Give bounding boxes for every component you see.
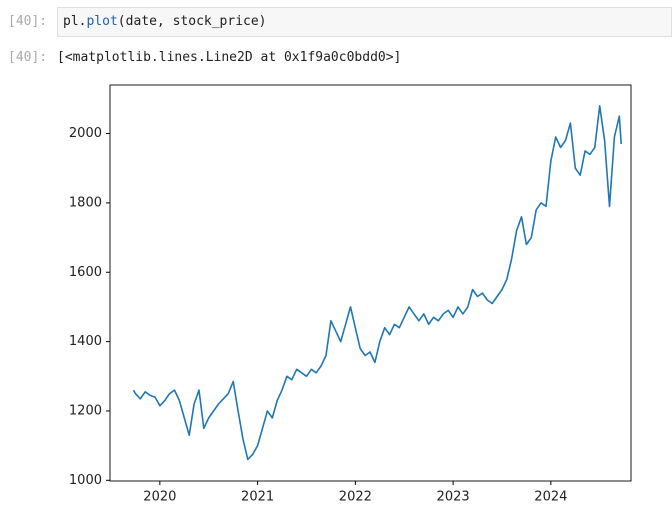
output-text: [<matplotlib.lines.Line2D at 0x1f9a0c0bd… xyxy=(57,50,402,65)
x-tick-label: 2022 xyxy=(339,490,372,505)
x-tick-label: 2021 xyxy=(241,490,274,505)
y-tick-label: 1000 xyxy=(69,473,102,488)
y-tick-label: 1600 xyxy=(69,265,102,280)
y-tick-label: 1200 xyxy=(69,403,102,418)
output-prompt: [40]: xyxy=(8,50,48,65)
code-token: pl. xyxy=(63,14,87,29)
code-token: plot xyxy=(86,14,118,29)
input-prompt: [40]: xyxy=(8,14,48,29)
x-tick-label: 2020 xyxy=(143,490,176,505)
x-tick-label: 2023 xyxy=(437,490,470,505)
code-token: (date, stock_price) xyxy=(117,14,267,29)
price-line xyxy=(132,105,622,461)
y-tick-label: 1400 xyxy=(69,334,102,349)
y-tick-label: 1800 xyxy=(69,195,102,210)
code-cell[interactable]: pl.plot(date, stock_price) xyxy=(57,7,672,37)
y-tick-label: 2000 xyxy=(69,126,102,141)
axes-frame xyxy=(109,84,632,482)
x-tick-label: 2024 xyxy=(534,490,567,505)
